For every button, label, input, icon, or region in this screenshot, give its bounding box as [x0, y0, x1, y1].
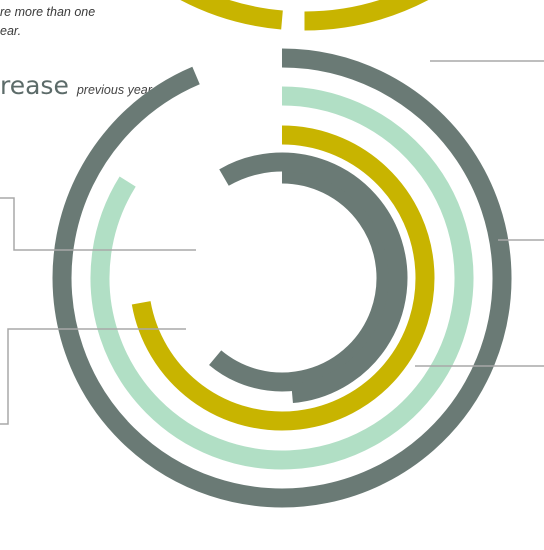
- headline-suffix: previous year: [76, 83, 152, 97]
- intro-note: re more than one ear.: [0, 3, 95, 41]
- leader-lines: [0, 60, 544, 425]
- intro-note-line-1: re more than one: [0, 5, 96, 19]
- headline: rease previous year: [0, 71, 152, 100]
- ring-arc-2: [131, 125, 435, 431]
- ring-arc-1: [209, 164, 396, 392]
- ring-arc-4: [52, 48, 512, 508]
- headline-main: rease: [0, 71, 69, 100]
- leader-line-4: [0, 197, 196, 251]
- ring-group: [52, 0, 512, 508]
- leader-line-5: [0, 328, 186, 425]
- ring-arc-5: [180, 0, 429, 31]
- ring-arc-3: [90, 86, 474, 470]
- intro-note-line-2: ear.: [0, 24, 22, 38]
- ring-arc-6: [219, 152, 408, 404]
